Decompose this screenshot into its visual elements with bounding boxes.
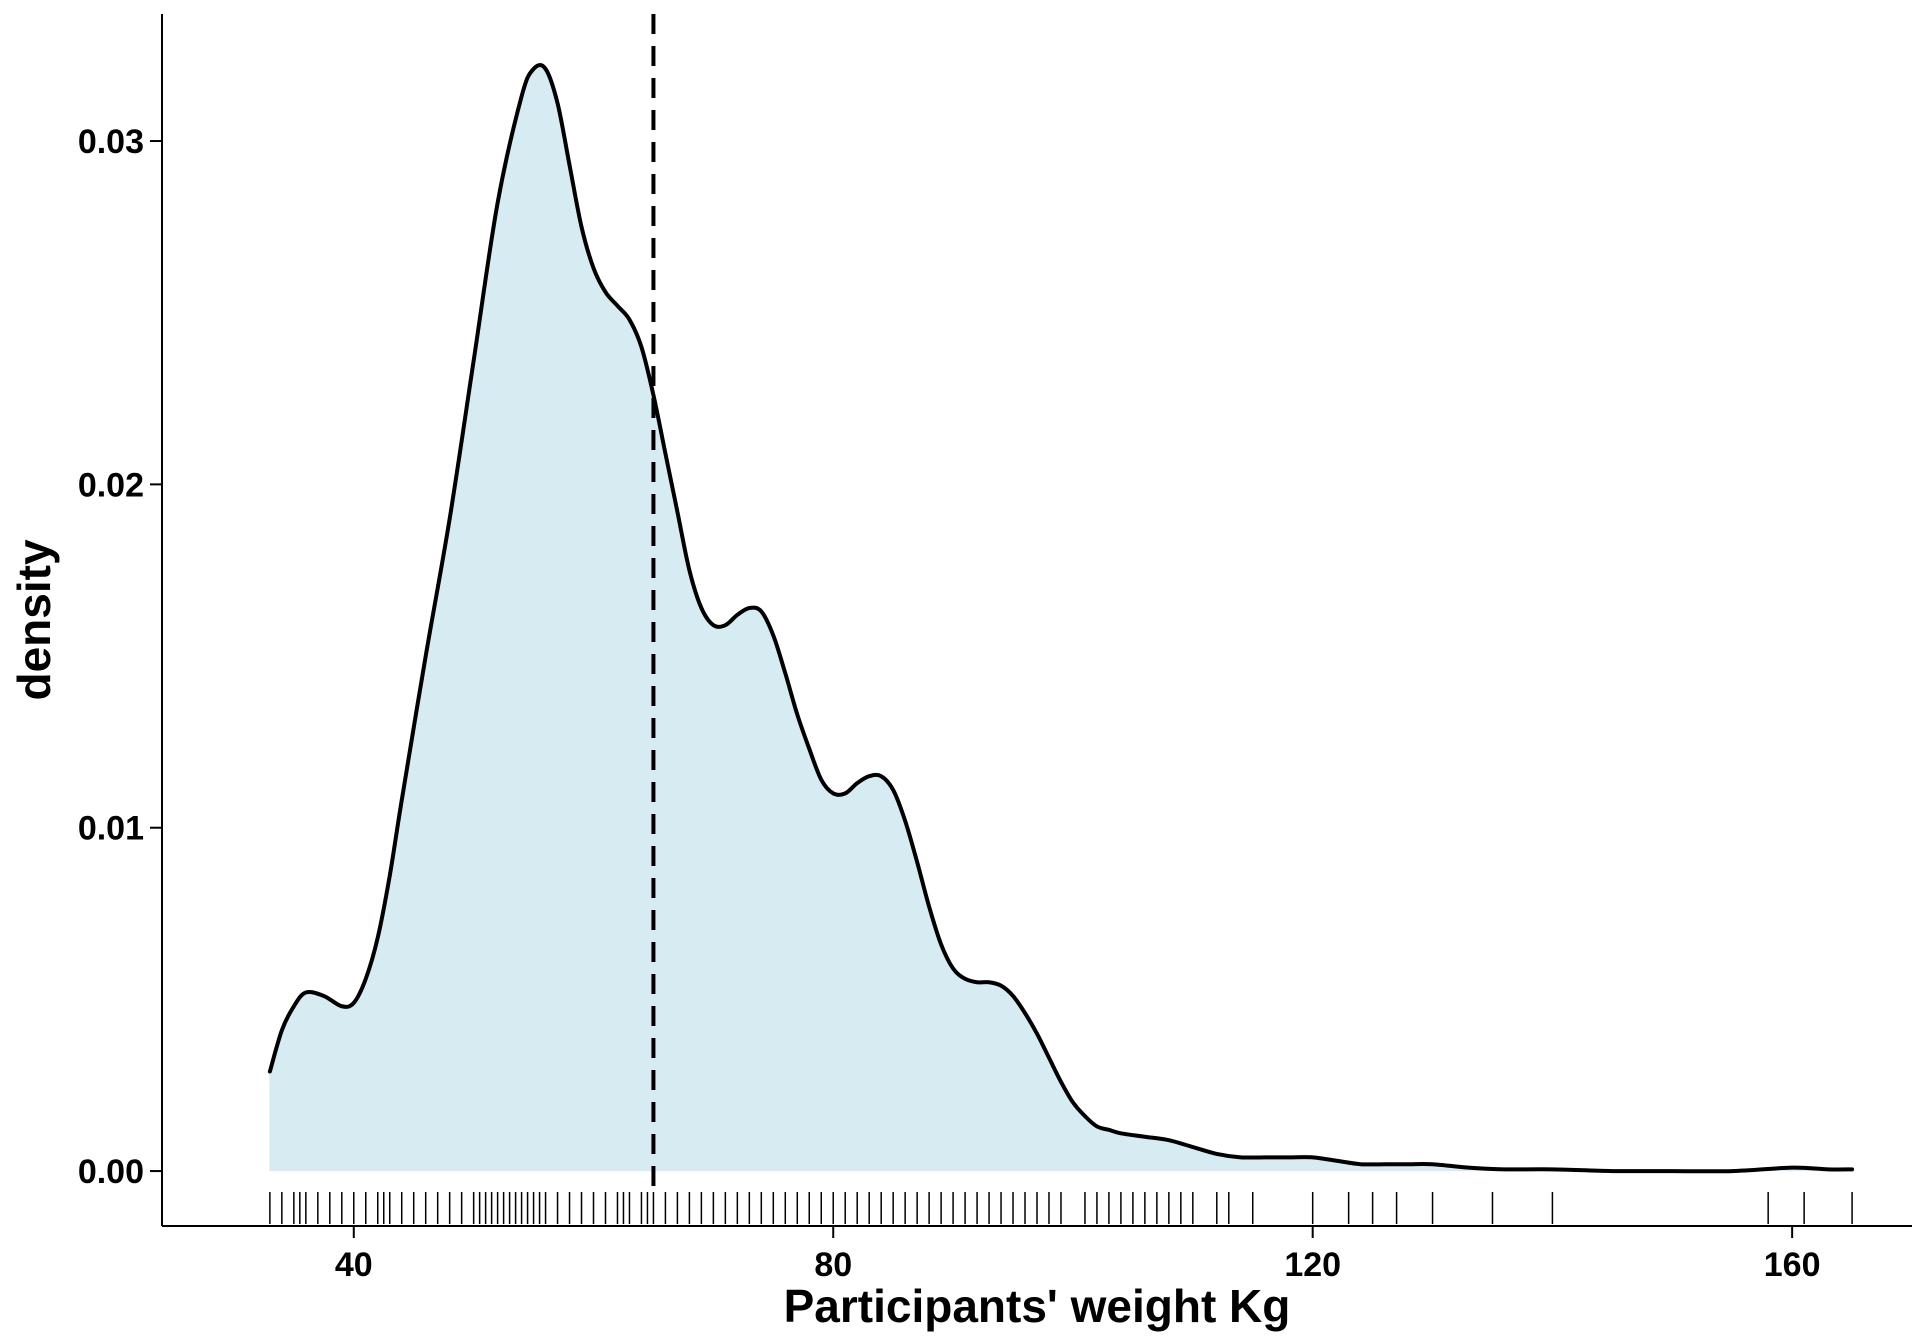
x-tick-label: 160 bbox=[1764, 1246, 1821, 1284]
density-area bbox=[269, 65, 1853, 1172]
x-axis-title: Participants' weight Kg bbox=[784, 1280, 1291, 1332]
rug-marks bbox=[269, 1192, 1853, 1224]
y-axis-ticks: 0.00 0.01 0.02 0.03 bbox=[78, 123, 162, 1191]
x-tick-label: 120 bbox=[1284, 1246, 1341, 1284]
y-tick-label: 0.03 bbox=[78, 123, 144, 161]
x-tick-label: 40 bbox=[335, 1246, 373, 1284]
y-axis-title: density bbox=[8, 539, 60, 700]
y-tick-label: 0.00 bbox=[78, 1153, 144, 1191]
x-axis-ticks: 40 80 120 160 bbox=[335, 1226, 1821, 1284]
y-tick-label: 0.02 bbox=[78, 466, 144, 504]
plot-area bbox=[267, 14, 1855, 1196]
density-line bbox=[267, 63, 1855, 1174]
y-tick-label: 0.01 bbox=[78, 810, 144, 848]
x-tick-label: 80 bbox=[814, 1246, 852, 1284]
